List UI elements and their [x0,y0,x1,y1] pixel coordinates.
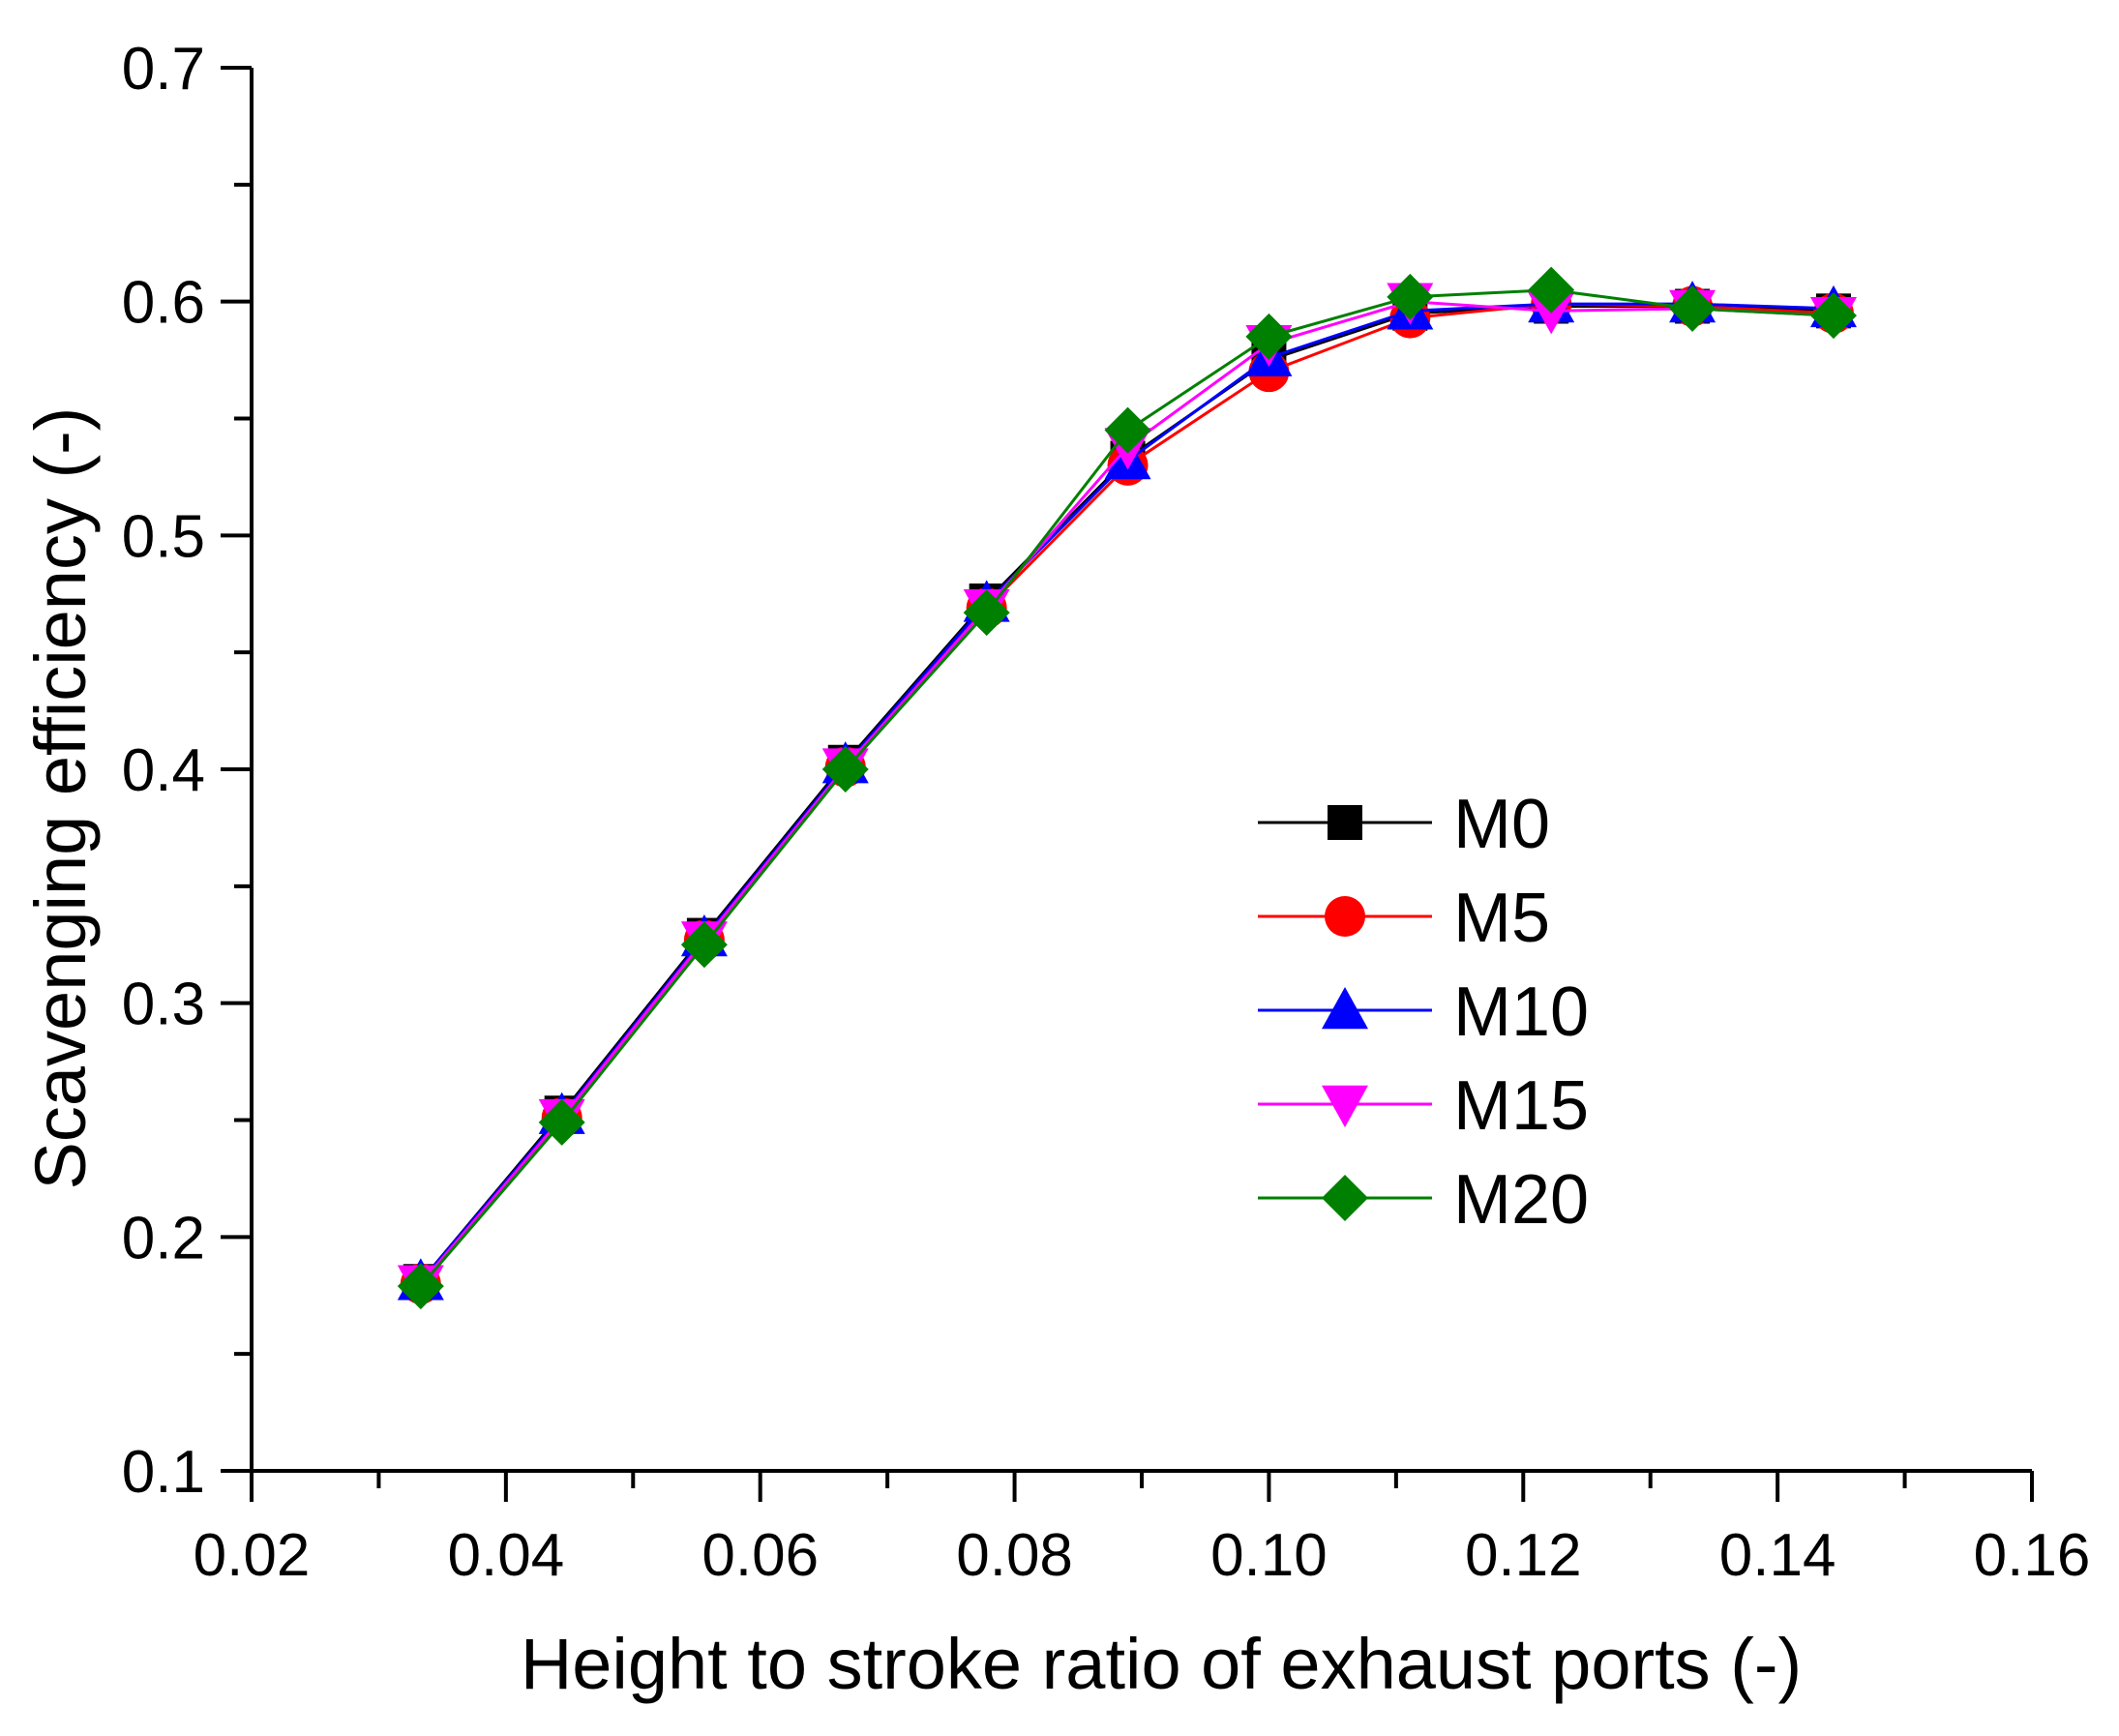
data-point [821,746,869,793]
x-tick-label: 0.02 [194,1522,311,1589]
data-point [1104,406,1151,454]
legend-item-m10: M10 [1258,973,1589,1051]
legend-item-m0: M0 [1258,786,1550,863]
x-tick-label: 0.04 [448,1522,565,1589]
tick-labels: 0.02 0.04 0.06 0.08 0.10 0.12 0.14 0.16 0.1 0.2 0.… [122,36,2091,1589]
axes [250,68,2032,1473]
y-tick-label: 0.6 [122,270,205,337]
x-axis-title: Height to stroke ratio of exhaust ports … [521,1624,1802,1704]
legend: M0 M5 M10 M15 M20 [1258,786,1589,1239]
x-tick-label: 0.14 [1719,1522,1836,1589]
data-point [1387,273,1434,320]
legend-label: M20 [1453,1161,1589,1239]
legend-label: M0 [1453,786,1550,863]
legend-marker [1322,987,1368,1030]
legend-label: M15 [1453,1067,1589,1145]
legend-marker [1325,896,1365,937]
x-tick-label: 0.06 [701,1522,819,1589]
data-point [397,1263,444,1310]
y-tick-label: 0.1 [122,1439,205,1506]
y-tick-label: 0.7 [122,36,205,103]
x-tick-label: 0.16 [1974,1522,2091,1589]
legend-item-m5: M5 [1258,880,1550,957]
x-tick-label: 0.08 [956,1522,1073,1589]
legend-marker [1328,805,1362,840]
y-tick-label: 0.5 [122,503,205,570]
data-point [1245,313,1293,360]
y-axis-title: Scavenging efficiency (-) [20,407,101,1190]
data-point [1528,266,1575,314]
data-point [963,589,1010,637]
legend-marker [1322,1085,1368,1127]
y-tick-label: 0.4 [122,737,205,804]
data-point [1809,292,1857,340]
legend-marker [1322,1175,1368,1221]
data-point [1669,284,1716,332]
legend-label: M5 [1453,880,1550,957]
legend-item-m15: M15 [1258,1067,1589,1145]
data-point [538,1098,585,1146]
legend-label: M10 [1453,973,1589,1051]
plot-series [397,266,1857,1310]
y-tick-label: 0.3 [122,972,205,1038]
series-m20 [397,266,1857,1310]
x-tick-label: 0.12 [1465,1522,1582,1589]
y-tick-label: 0.2 [122,1205,205,1272]
legend-item-m20: M20 [1258,1161,1589,1239]
data-point [680,921,728,969]
data-point [1528,292,1575,335]
axes-ticks [221,66,2034,1502]
x-tick-label: 0.10 [1210,1522,1328,1589]
